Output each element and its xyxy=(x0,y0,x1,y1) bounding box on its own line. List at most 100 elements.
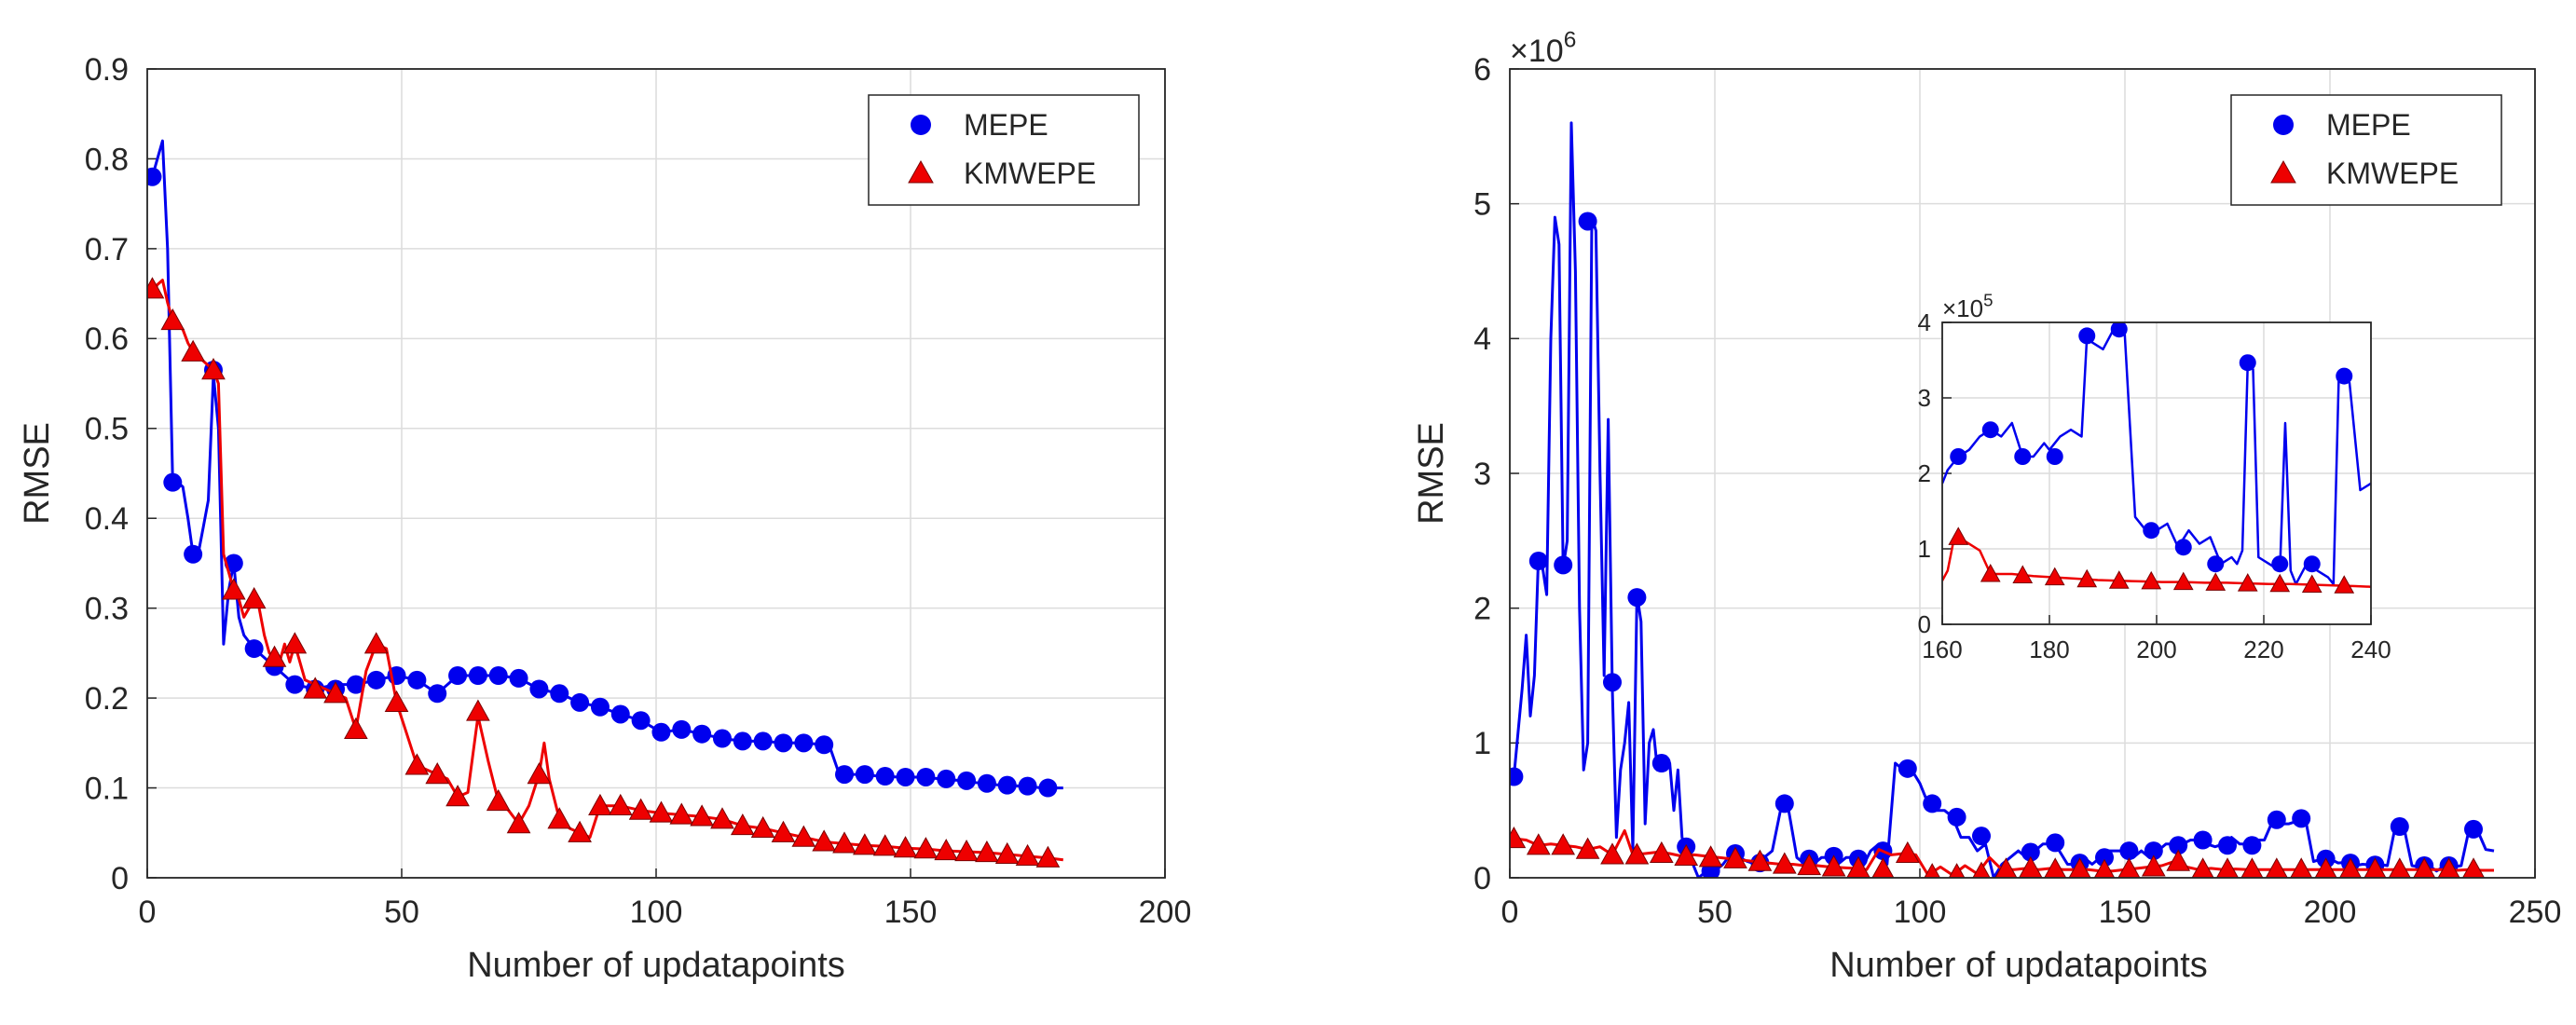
left-kmwepe-marker xyxy=(771,820,796,842)
left-y-tick-label: 0.3 xyxy=(85,592,129,627)
left-y-tick-label: 0.4 xyxy=(85,501,129,537)
inset-x-tick-label: 220 xyxy=(2243,636,2283,663)
left-mepe-marker xyxy=(997,775,1017,795)
inset-kmwepe-marker xyxy=(2205,572,2227,591)
inset-x-tick-label: 180 xyxy=(2029,636,2069,663)
left-mepe-marker xyxy=(774,733,793,753)
right-x-tick-label: 100 xyxy=(1894,895,1947,930)
right-kmwepe-marker xyxy=(1895,840,1920,864)
right-mepe-marker xyxy=(2193,830,2213,850)
left-mepe-marker xyxy=(224,554,243,573)
right-kmwepe-marker xyxy=(1575,837,1600,859)
left-y-tick-label: 0.9 xyxy=(85,52,129,88)
right-mepe-marker xyxy=(1972,827,1991,846)
left-mepe-marker xyxy=(794,733,814,753)
right-mepe-marker xyxy=(1923,794,1942,813)
left-kmwepe-marker xyxy=(241,586,267,609)
right-y-axis-label: RMSE xyxy=(1412,422,1451,525)
right-kmwepe-marker xyxy=(1600,842,1624,865)
left-mepe-marker xyxy=(366,670,386,690)
left-kmwepe-marker xyxy=(160,308,185,331)
right-mepe-marker xyxy=(2144,841,2163,861)
right-kmwepe-marker xyxy=(1972,861,1991,878)
inset-kmwepe-marker xyxy=(1948,526,1969,545)
left-kmwepe-marker xyxy=(384,690,409,713)
inset-mepe-marker xyxy=(2174,539,2192,556)
right-mepe-marker xyxy=(1774,794,1794,813)
left-legend-label-mepe: MEPE xyxy=(964,108,1048,142)
inset-kmwepe-marker xyxy=(2269,573,2291,593)
inset-kmwepe-marker xyxy=(1980,563,2001,582)
right-y-tick-label: 6 xyxy=(1473,52,1491,88)
left-kmwepe-marker xyxy=(730,813,755,836)
left-kmwepe-marker xyxy=(363,632,389,654)
left-kmwepe-marker xyxy=(303,676,328,699)
left-mepe-marker xyxy=(875,767,895,786)
left-x-tick-label: 0 xyxy=(139,895,157,930)
left-mepe-marker xyxy=(244,639,264,659)
inset-kmwepe-marker xyxy=(2237,573,2258,592)
left-mepe-marker xyxy=(672,719,692,739)
inset-mepe-marker xyxy=(2207,555,2225,573)
left-mepe-marker xyxy=(407,670,427,690)
left-mepe-marker xyxy=(957,771,977,790)
left-mepe-marker xyxy=(529,679,549,699)
left-kmwepe-marker xyxy=(872,834,897,856)
right-x-tick-label: 150 xyxy=(2099,895,2152,930)
left-mepe-marker xyxy=(346,675,365,694)
right-y-tick-label: 2 xyxy=(1473,592,1491,627)
right-mepe-marker xyxy=(2242,836,2262,855)
inset-mepe-marker xyxy=(1950,448,1967,465)
left-y-tick-label: 0.5 xyxy=(85,412,129,447)
left-mepe-marker xyxy=(570,692,590,712)
left-kmwepe-marker xyxy=(147,277,165,299)
left-mepe-marker xyxy=(977,773,996,793)
right-kmwepe-marker xyxy=(1821,854,1846,877)
right-mepe-marker xyxy=(2095,848,2114,868)
right-mepe-marker xyxy=(1510,767,1524,786)
inset-mepe-marker xyxy=(2271,555,2289,573)
plot-inset: 160 180 200 220 240 0 1 2 3 4 ×105 xyxy=(1918,290,2391,663)
left-kmwepe-marker xyxy=(893,836,918,858)
left-mepe-marker xyxy=(163,472,183,492)
left-y-tick-label: 0.8 xyxy=(85,142,129,177)
right-kmwepe-marker xyxy=(1747,849,1773,871)
right-kmwepe-marker xyxy=(1797,853,1822,876)
right-legend-label-mepe: MEPE xyxy=(2326,108,2411,142)
left-y-tick-label: 0.6 xyxy=(85,321,129,357)
inset-mepe-marker xyxy=(2239,354,2256,372)
left-kmwepe-marker xyxy=(649,800,674,823)
left-kmwepe-marker xyxy=(812,829,837,852)
left-kmwepe-marker xyxy=(669,802,694,825)
right-kmwepe-marker xyxy=(2215,857,2240,878)
right-axes-frame xyxy=(1509,68,2536,879)
left-mepe-marker xyxy=(631,711,651,731)
inset-y-tick-label: 0 xyxy=(1918,610,1931,638)
right-legend-marker-kmwepe xyxy=(2270,159,2296,184)
left-kmwepe-marker xyxy=(181,339,205,362)
left-legend-box xyxy=(868,94,1140,206)
right-kmwepe-marker xyxy=(2364,857,2387,878)
left-mepe-marker xyxy=(753,731,773,751)
left-kmwepe-marker xyxy=(1015,843,1040,866)
right-kmwepe-marker xyxy=(2290,857,2313,878)
right-y-exponent-base: ×10 xyxy=(1510,34,1564,69)
inset-mepe-marker xyxy=(2046,448,2063,465)
right-kmwepe-marker xyxy=(1674,843,1699,866)
right-kmwepe-marker xyxy=(2141,854,2166,877)
left-y-tick-label: 0 xyxy=(111,861,129,896)
right-kmwepe-marker xyxy=(2191,857,2214,878)
inset-kmwepe-marker xyxy=(2141,570,2162,590)
right-kmwepe-marker xyxy=(1510,827,1527,849)
left-kmwepe-marker xyxy=(506,812,531,834)
left-mepe-marker xyxy=(285,675,305,694)
left-kmwepe-marker xyxy=(832,831,856,854)
right-y-tick-label: 0 xyxy=(1473,861,1491,896)
left-mepe-marker xyxy=(916,767,936,786)
left-kmwepe-marker xyxy=(221,578,246,600)
left-x-tick-label: 200 xyxy=(1139,895,1192,930)
right-y-exponent-power: 6 xyxy=(1564,28,1577,53)
left-kmwepe-marker xyxy=(750,815,775,839)
left-kmwepe-marker xyxy=(588,793,612,815)
left-mepe-marker xyxy=(147,167,162,186)
